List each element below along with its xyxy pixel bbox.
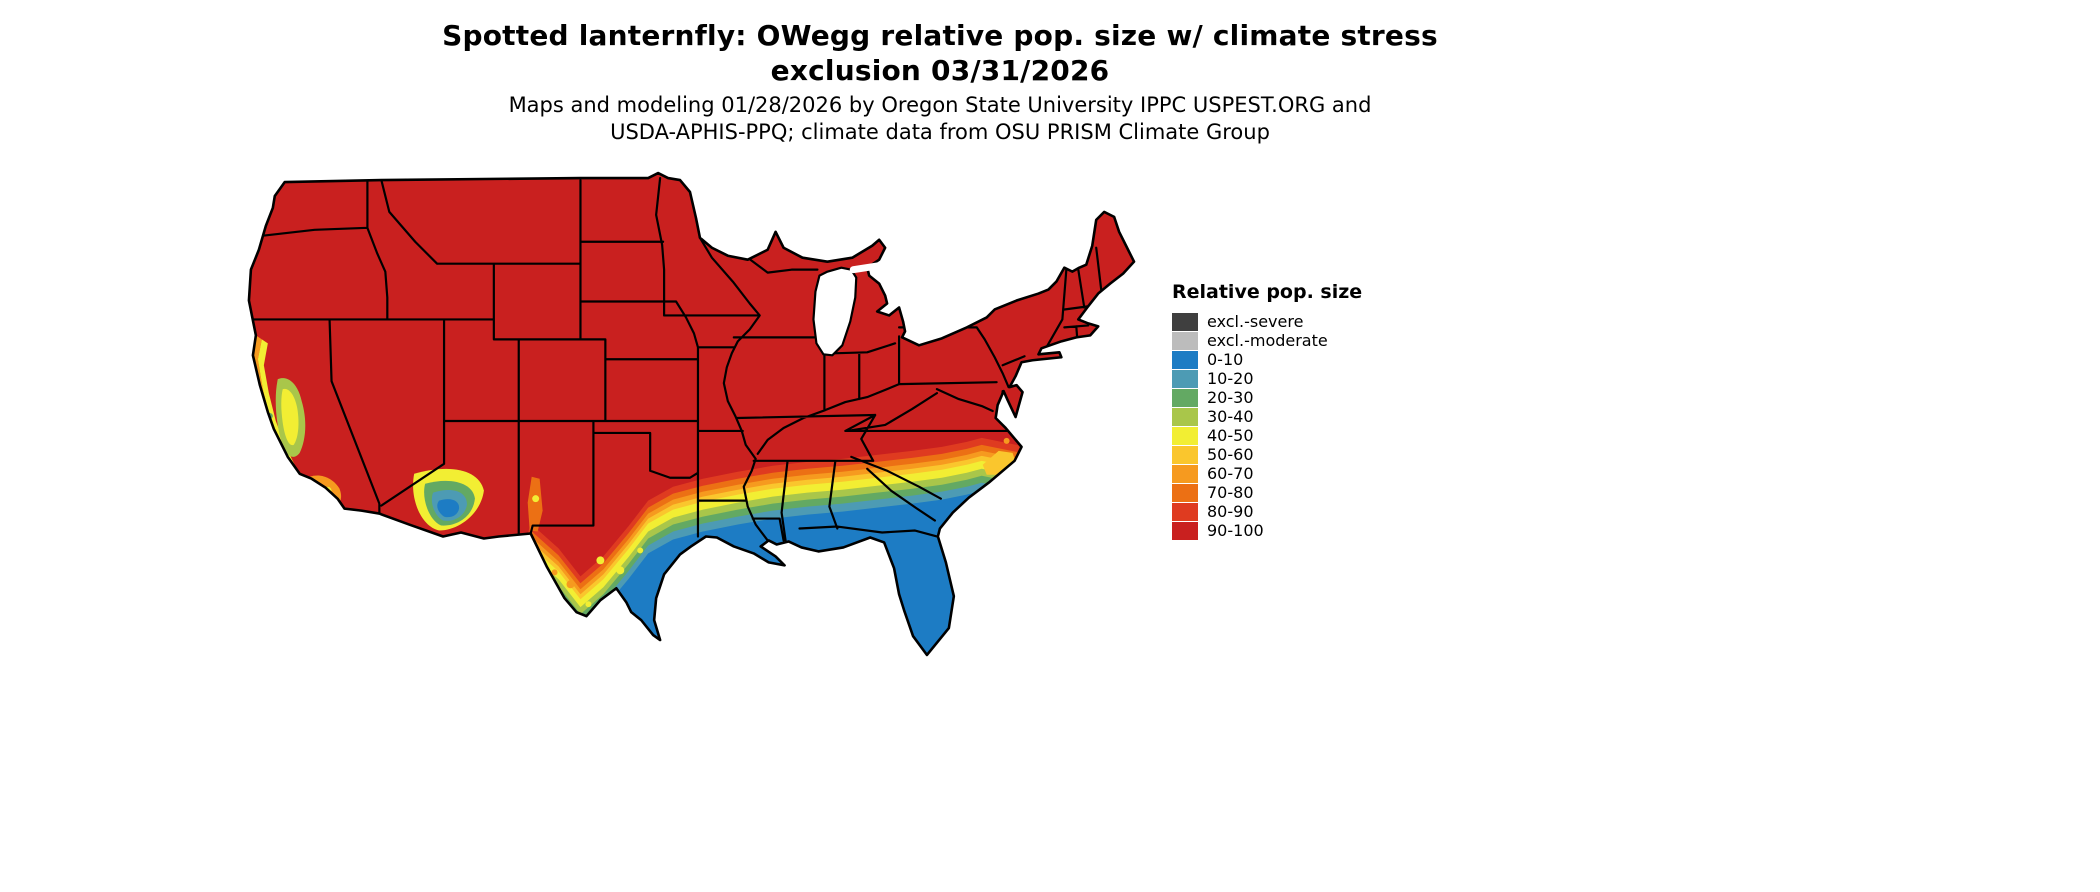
legend-label: excl.-moderate	[1207, 331, 1328, 350]
legend-swatch	[1172, 331, 1198, 350]
legend-item-80-90: 80-90	[1172, 502, 1362, 521]
legend-label: 30-40	[1207, 407, 1254, 426]
legend-item-70-80: 70-80	[1172, 483, 1362, 502]
legend-label: 0-10	[1207, 350, 1244, 369]
minnesota-exclusion-patch	[680, 179, 787, 202]
map-title: Spotted lanternfly: OWegg relative pop. …	[340, 18, 1540, 88]
legend-label: 50-60	[1207, 445, 1254, 464]
band-90-100	[248, 173, 1135, 655]
exclusion-severe-area	[719, 185, 725, 190]
legend-swatch	[1172, 521, 1198, 540]
legend-item-excl-moderate: excl.-moderate	[1172, 331, 1362, 350]
legend-swatch	[1172, 350, 1198, 369]
legend-label: 80-90	[1207, 502, 1254, 521]
legend-item-30-40: 30-40	[1172, 407, 1362, 426]
legend-swatch	[1172, 483, 1198, 502]
legend-item-0-10: 0-10	[1172, 350, 1362, 369]
legend-swatch	[1172, 464, 1198, 483]
us-map-svg	[247, 171, 1136, 657]
legend-swatch	[1172, 426, 1198, 445]
legend-item-40-50: 40-50	[1172, 426, 1362, 445]
legend-item-60-70: 60-70	[1172, 464, 1362, 483]
legend-label: 90-100	[1207, 521, 1264, 540]
legend-label: 40-50	[1207, 426, 1254, 445]
legend-label: 60-70	[1207, 464, 1254, 483]
map-fill-layers	[248, 173, 1135, 655]
legend-item-50-60: 50-60	[1172, 445, 1362, 464]
map-subtitle: Maps and modeling 01/28/2026 by Oregon S…	[340, 92, 1540, 146]
legend-swatch	[1172, 369, 1198, 388]
legend-swatch	[1172, 407, 1198, 426]
new-mexico-valley-patch	[527, 476, 543, 532]
legend-swatch	[1172, 388, 1198, 407]
arizona-low-stress-patch	[413, 468, 484, 531]
subtitle-line-2: USDA-APHIS-PPQ; climate data from OSU PR…	[610, 120, 1270, 144]
exclusion-severe-area	[697, 182, 704, 188]
mackinac-strait	[849, 262, 883, 274]
subtitle-line-1: Maps and modeling 01/28/2026 by Oregon S…	[508, 93, 1372, 117]
legend-label: 10-20	[1207, 369, 1254, 388]
title-line-1: Spotted lanternfly: OWegg relative pop. …	[442, 19, 1438, 52]
legend-item-excl-severe: excl.-severe	[1172, 312, 1362, 331]
legend-title: Relative pop. size	[1172, 281, 1363, 303]
legend-label: 70-80	[1207, 483, 1254, 502]
legend-swatch	[1172, 502, 1198, 521]
us-choropleth-map	[230, 170, 1146, 668]
title-line-2: exclusion 03/31/2026	[770, 54, 1110, 87]
legend-swatch	[1172, 445, 1198, 464]
texas-detail-specks	[551, 547, 644, 608]
legend-label: excl.-severe	[1207, 312, 1304, 331]
legend-swatch	[1172, 312, 1198, 331]
legend-item-10-20: 10-20	[1172, 369, 1362, 388]
legend-item-90-100: 90-100	[1172, 521, 1362, 540]
legend-label: 20-30	[1207, 388, 1254, 407]
legend: Relative pop. size excl.-severe excl.-mo…	[1172, 281, 1362, 540]
legend-item-20-30: 20-30	[1172, 388, 1362, 407]
exclusion-moderate-area	[680, 179, 768, 202]
us-outline	[247, 171, 1136, 657]
